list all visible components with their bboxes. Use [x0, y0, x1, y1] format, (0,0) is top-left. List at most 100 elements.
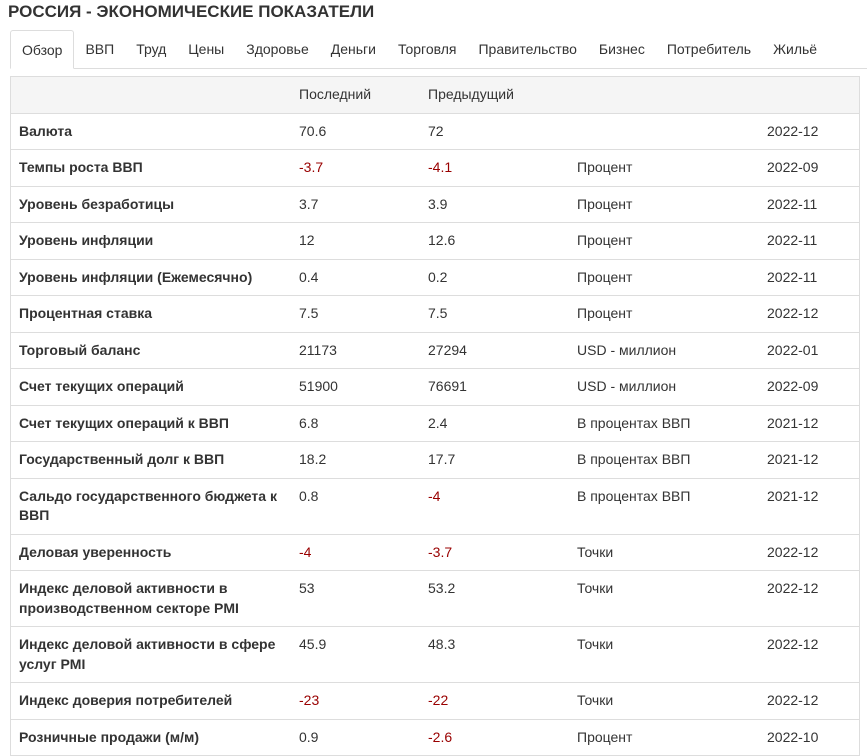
indicator-name: Счет текущих операций — [11, 368, 291, 405]
last-value: 12 — [291, 222, 420, 259]
table-row: Валюта 70.6 72 2022-12 — [11, 112, 859, 150]
tab[interactable]: Здоровье — [246, 41, 309, 57]
last-value: 0.4 — [291, 258, 420, 296]
reference-date: 2021-12 — [759, 404, 859, 442]
unit — [569, 112, 759, 150]
table-row: Розничные продажи (м/м) 0.9 -2.6 Процент 202… — [11, 718, 859, 755]
tab[interactable]: Труд — [136, 41, 167, 57]
unit: В процентах ВВП — [569, 477, 759, 534]
indicator-name: Счет текущих операций к ВВП — [11, 404, 291, 442]
unit: Процент — [569, 222, 759, 259]
previous-value: 12.6 — [420, 222, 569, 259]
previous-value: -22 — [420, 682, 569, 719]
table-row: Счет текущих операций к ВВП 6.8 2.4 В проце… — [11, 404, 859, 442]
tab[interactable]: Деньги — [330, 41, 376, 57]
last-value: -23 — [291, 682, 420, 719]
previous-value: 76691 — [420, 368, 569, 405]
indicator-name: Деловая уверенность — [11, 533, 291, 571]
table-row: Торговый баланс 21173 27294 USD - миллион 20… — [11, 331, 859, 369]
reference-date: 2022-12 — [759, 533, 859, 571]
last-value: 18.2 — [291, 441, 420, 478]
unit: USD - миллион — [569, 368, 759, 405]
reference-date: 2022-12 — [759, 682, 859, 719]
previous-value: 7.5 — [420, 295, 569, 332]
unit: USD - миллион — [569, 331, 759, 369]
indicator-name: Индекс деловой активности в сфере услуг … — [11, 626, 291, 683]
previous-value: -3.7 — [420, 533, 569, 571]
previous-value: 27294 — [420, 331, 569, 369]
header-cell: Последний — [291, 77, 420, 113]
indicator-name: Темпы роста ВВП — [11, 149, 291, 186]
unit: В процентах ВВП — [569, 441, 759, 478]
unit: Точки — [569, 533, 759, 571]
last-value: 7.5 — [291, 295, 420, 332]
table-row: Сальдо государственного бюджета к ВВП 0.8… — [11, 477, 859, 534]
table-row: Индекс доверия потребителей -23 -22 Точки 20… — [11, 682, 859, 719]
indicator-name: Торговый баланс — [11, 331, 291, 369]
last-value: 51900 — [291, 368, 420, 405]
unit: Процент — [569, 258, 759, 296]
header-row: Последний Предыдущий — [11, 77, 859, 113]
previous-value: -4.1 — [420, 149, 569, 186]
last-value: 0.9 — [291, 718, 420, 755]
reference-date: 2022-11 — [759, 222, 859, 259]
reference-date: 2022-10 — [759, 718, 859, 755]
reference-date: 2021-12 — [759, 477, 859, 534]
previous-value: -2.6 — [420, 718, 569, 755]
table: Последний Предыдущий Валюта 70.6 72 2022-12… — [11, 77, 859, 755]
header-cell — [11, 77, 291, 113]
table-row: Государственный долг к ВВП 18.2 17.7 В проц… — [11, 441, 859, 478]
unit: Процент — [569, 185, 759, 223]
header-cell — [759, 77, 859, 113]
indicator-name: Сальдо государственного бюджета к ВВП — [11, 477, 291, 534]
unit: Процент — [569, 149, 759, 186]
reference-date: 2022-12 — [759, 112, 859, 150]
tab[interactable]: Торговля — [397, 41, 457, 57]
tab[interactable]: ВВП — [85, 41, 115, 57]
table-row: Процентная ставка 7.5 7.5 Процент 2022-12 — [11, 295, 859, 332]
table-row: Счет текущих операций 51900 76691 USD - мил… — [11, 368, 859, 405]
tab[interactable]: Обзор — [10, 30, 75, 69]
indicator-name: Уровень инфляции (Ежемесячно) — [11, 258, 291, 296]
table-row: Уровень инфляции (Ежемесячно) 0.4 0.2 Проце… — [11, 258, 859, 296]
tab[interactable]: Бизнес — [598, 41, 645, 57]
indicator-name: Уровень инфляции — [11, 222, 291, 259]
header-cell: Предыдущий — [420, 77, 569, 113]
page-title: РОССИЯ - ЭКОНОМИЧЕСКИЕ ПОКАЗАТЕЛИ — [8, 2, 375, 21]
indicator-name: Процентная ставка — [11, 295, 291, 332]
tab[interactable]: Цены — [188, 41, 225, 57]
indicator-name: Валюта — [11, 112, 291, 150]
previous-value: 0.2 — [420, 258, 569, 296]
previous-value: 2.4 — [420, 404, 569, 442]
unit: Точки — [569, 570, 759, 627]
reference-date: 2022-11 — [759, 185, 859, 223]
reference-date: 2022-12 — [759, 570, 859, 627]
last-value: -3.7 — [291, 149, 420, 186]
reference-date: 2022-12 — [759, 295, 859, 332]
indicator-name: Уровень безработицы — [11, 185, 291, 223]
reference-date: 2022-01 — [759, 331, 859, 369]
last-value: 3.7 — [291, 185, 420, 223]
previous-value: 3.9 — [420, 185, 569, 223]
indicator-table: Последний Предыдущий Валюта 70.6 72 2022-12… — [10, 76, 860, 756]
previous-value: 17.7 — [420, 441, 569, 478]
last-value: 45.9 — [291, 626, 420, 683]
tab-bar: Обзор ВВП Труд Цены Здоровье Деньги Торговля Пр… — [10, 30, 867, 69]
last-value: -4 — [291, 533, 420, 571]
unit: В процентах ВВП — [569, 404, 759, 442]
last-value: 53 — [291, 570, 420, 627]
indicator-name: Индекс доверия потребителей — [11, 682, 291, 719]
tab[interactable]: Правительство — [478, 41, 577, 57]
table-row: Уровень безработицы 3.7 3.9 Процент 2022-11 — [11, 185, 859, 223]
table-row: Уровень инфляции 12 12.6 Процент 2022-11 — [11, 222, 859, 259]
tab[interactable]: Потребитель — [666, 41, 752, 57]
last-value: 0.8 — [291, 477, 420, 534]
header-cell — [569, 77, 759, 113]
reference-date: 2022-12 — [759, 626, 859, 683]
tab[interactable]: Жильё — [773, 41, 818, 57]
previous-value: 48.3 — [420, 626, 569, 683]
last-value: 70.6 — [291, 112, 420, 150]
table-row: Индекс деловой активности в сфере услуг … — [11, 626, 859, 683]
reference-date: 2022-11 — [759, 258, 859, 296]
previous-value: -4 — [420, 477, 569, 534]
